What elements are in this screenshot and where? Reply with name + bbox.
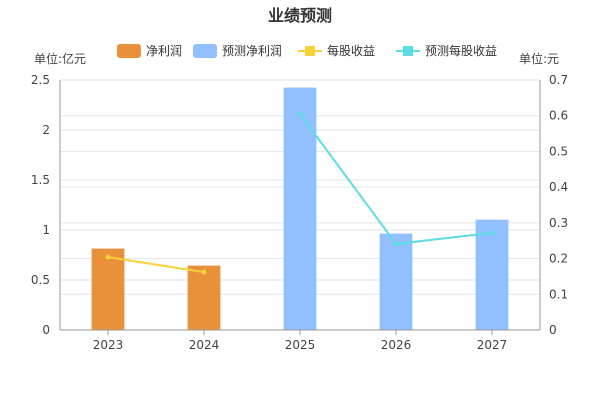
legend-label-1[interactable]: 预测净利润	[222, 44, 282, 58]
x-axis-tick-label: 2025	[285, 338, 316, 352]
axes: 0 0.5 1 1.5 2 2.5 0 0.1 0.2 0.3 0.4 0.5 0.6 0.7 2023 20…	[31, 73, 568, 352]
legend-label-0[interactable]: 净利润	[146, 44, 182, 58]
point-2-1[interactable]	[201, 269, 207, 275]
right-axis-tick-label: 0.6	[549, 109, 568, 123]
legend-label-2[interactable]: 每股收益	[327, 43, 375, 58]
legend-swatch-marker-3[interactable]	[403, 46, 413, 56]
x-axis-tick-label: 2026	[381, 338, 412, 352]
left-axis-tick-label: 0.5	[31, 273, 50, 287]
series-line-3	[299, 113, 493, 245]
x-axis-tick-label: 2023	[93, 338, 124, 352]
bar-0-1[interactable]	[187, 265, 221, 331]
right-axis-tick-label: 0.1	[549, 287, 568, 301]
point-3-2[interactable]	[489, 230, 495, 236]
right-axis-tick-label: 0.4	[549, 180, 568, 194]
legend-swatch-0[interactable]	[117, 44, 141, 58]
legend-swatch-1[interactable]	[193, 44, 217, 58]
right-axis-tick-label: 0.3	[549, 216, 568, 230]
point-3-0[interactable]	[297, 111, 303, 117]
lines	[105, 111, 495, 275]
legend[interactable]: 净利润 预测净利润 每股收益 预测每股收益	[117, 43, 497, 58]
bar-1-3[interactable]	[379, 233, 413, 331]
chart-title: 业绩预测	[268, 6, 332, 25]
series-line-2	[107, 256, 205, 274]
bars	[91, 87, 509, 331]
point-3-1[interactable]	[393, 241, 399, 247]
legend-label-3[interactable]: 预测每股收益	[425, 43, 497, 58]
left-axis-unit: 单位:亿元	[34, 51, 86, 66]
left-axis-tick-label: 1.5	[31, 173, 50, 187]
bar-0-0[interactable]	[91, 248, 125, 331]
legend-swatch-marker-2[interactable]	[305, 46, 315, 56]
right-axis-unit: 单位:元	[519, 51, 559, 66]
left-axis-tick-label: 2.5	[31, 73, 50, 87]
right-axis-tick-label: 0	[549, 323, 557, 337]
left-axis-tick-label: 1	[42, 223, 50, 237]
left-axis-tick-label: 0	[42, 323, 50, 337]
left-axis-tick-label: 2	[42, 123, 50, 137]
right-axis-tick-label: 0.7	[549, 73, 568, 87]
x-axis-tick-label: 2024	[189, 338, 220, 352]
right-axis-tick-label: 0.2	[549, 252, 568, 266]
bar-1-4[interactable]	[475, 219, 509, 331]
bar-1-2[interactable]	[283, 87, 317, 331]
x-axis-tick-label: 2027	[477, 338, 508, 352]
right-axis-tick-label: 0.5	[549, 144, 568, 158]
point-2-0[interactable]	[105, 254, 111, 260]
